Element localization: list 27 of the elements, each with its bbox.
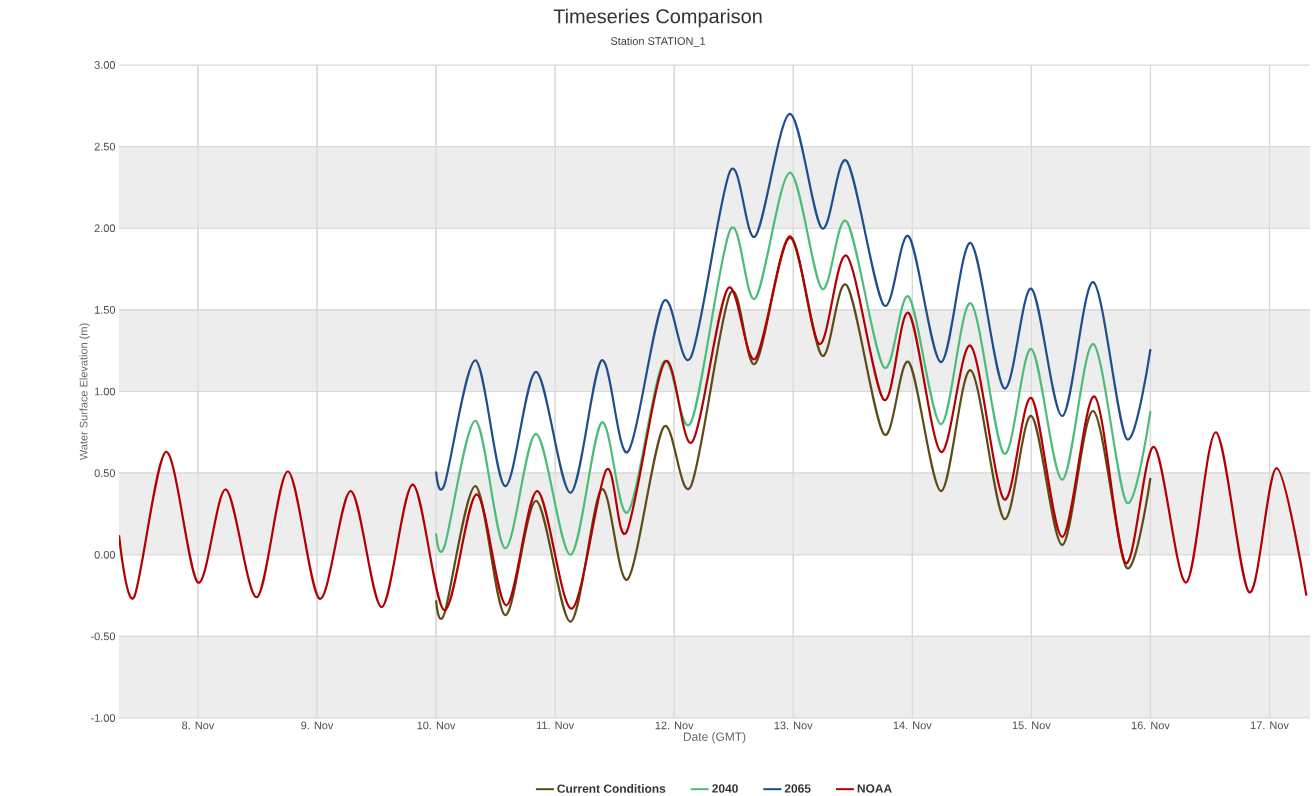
x-tick-label: 14. Nov (893, 721, 932, 730)
y-tick-label: 0.50 (94, 469, 116, 477)
x-tick-label: 15. Nov (1012, 721, 1051, 730)
y-tick-label: -0.50 (90, 632, 116, 641)
y-axis-title: Water Surface Elevation (m) (79, 323, 90, 461)
y-tick-label: 3.00 (94, 61, 116, 69)
y-tick-label: -1.00 (90, 714, 116, 722)
chart-subtitle: Station STATION_1 (610, 36, 706, 48)
y-tick-label: 1.00 (94, 387, 116, 396)
x-tick-label: 11. Nov (536, 721, 575, 730)
y-tick-label: 0.00 (94, 550, 116, 559)
x-tick-label: 10. Nov (417, 721, 456, 730)
x-tick-label: 9. Nov (301, 721, 334, 730)
x-tick-label: 17. Nov (1250, 721, 1289, 730)
y-tick-label: 2.50 (94, 142, 116, 151)
y-tick-label: 1.50 (94, 306, 116, 314)
x-tick-label: 12. Nov (655, 721, 694, 730)
x-tick-label: 8. Nov (182, 721, 215, 730)
chart-title: Timeseries Comparison (553, 8, 762, 28)
legend-label: 2065 (784, 784, 811, 793)
y-tick-label: 2.00 (94, 224, 116, 233)
legend-label: Current Conditions (557, 784, 666, 793)
legend-label: 2040 (712, 784, 738, 793)
x-axis-title: Date (GMT) (683, 732, 746, 744)
legend-label: NOAA (857, 784, 892, 793)
x-tick-label: 13. Nov (774, 721, 813, 730)
x-tick-label: 16. Nov (1131, 721, 1170, 730)
